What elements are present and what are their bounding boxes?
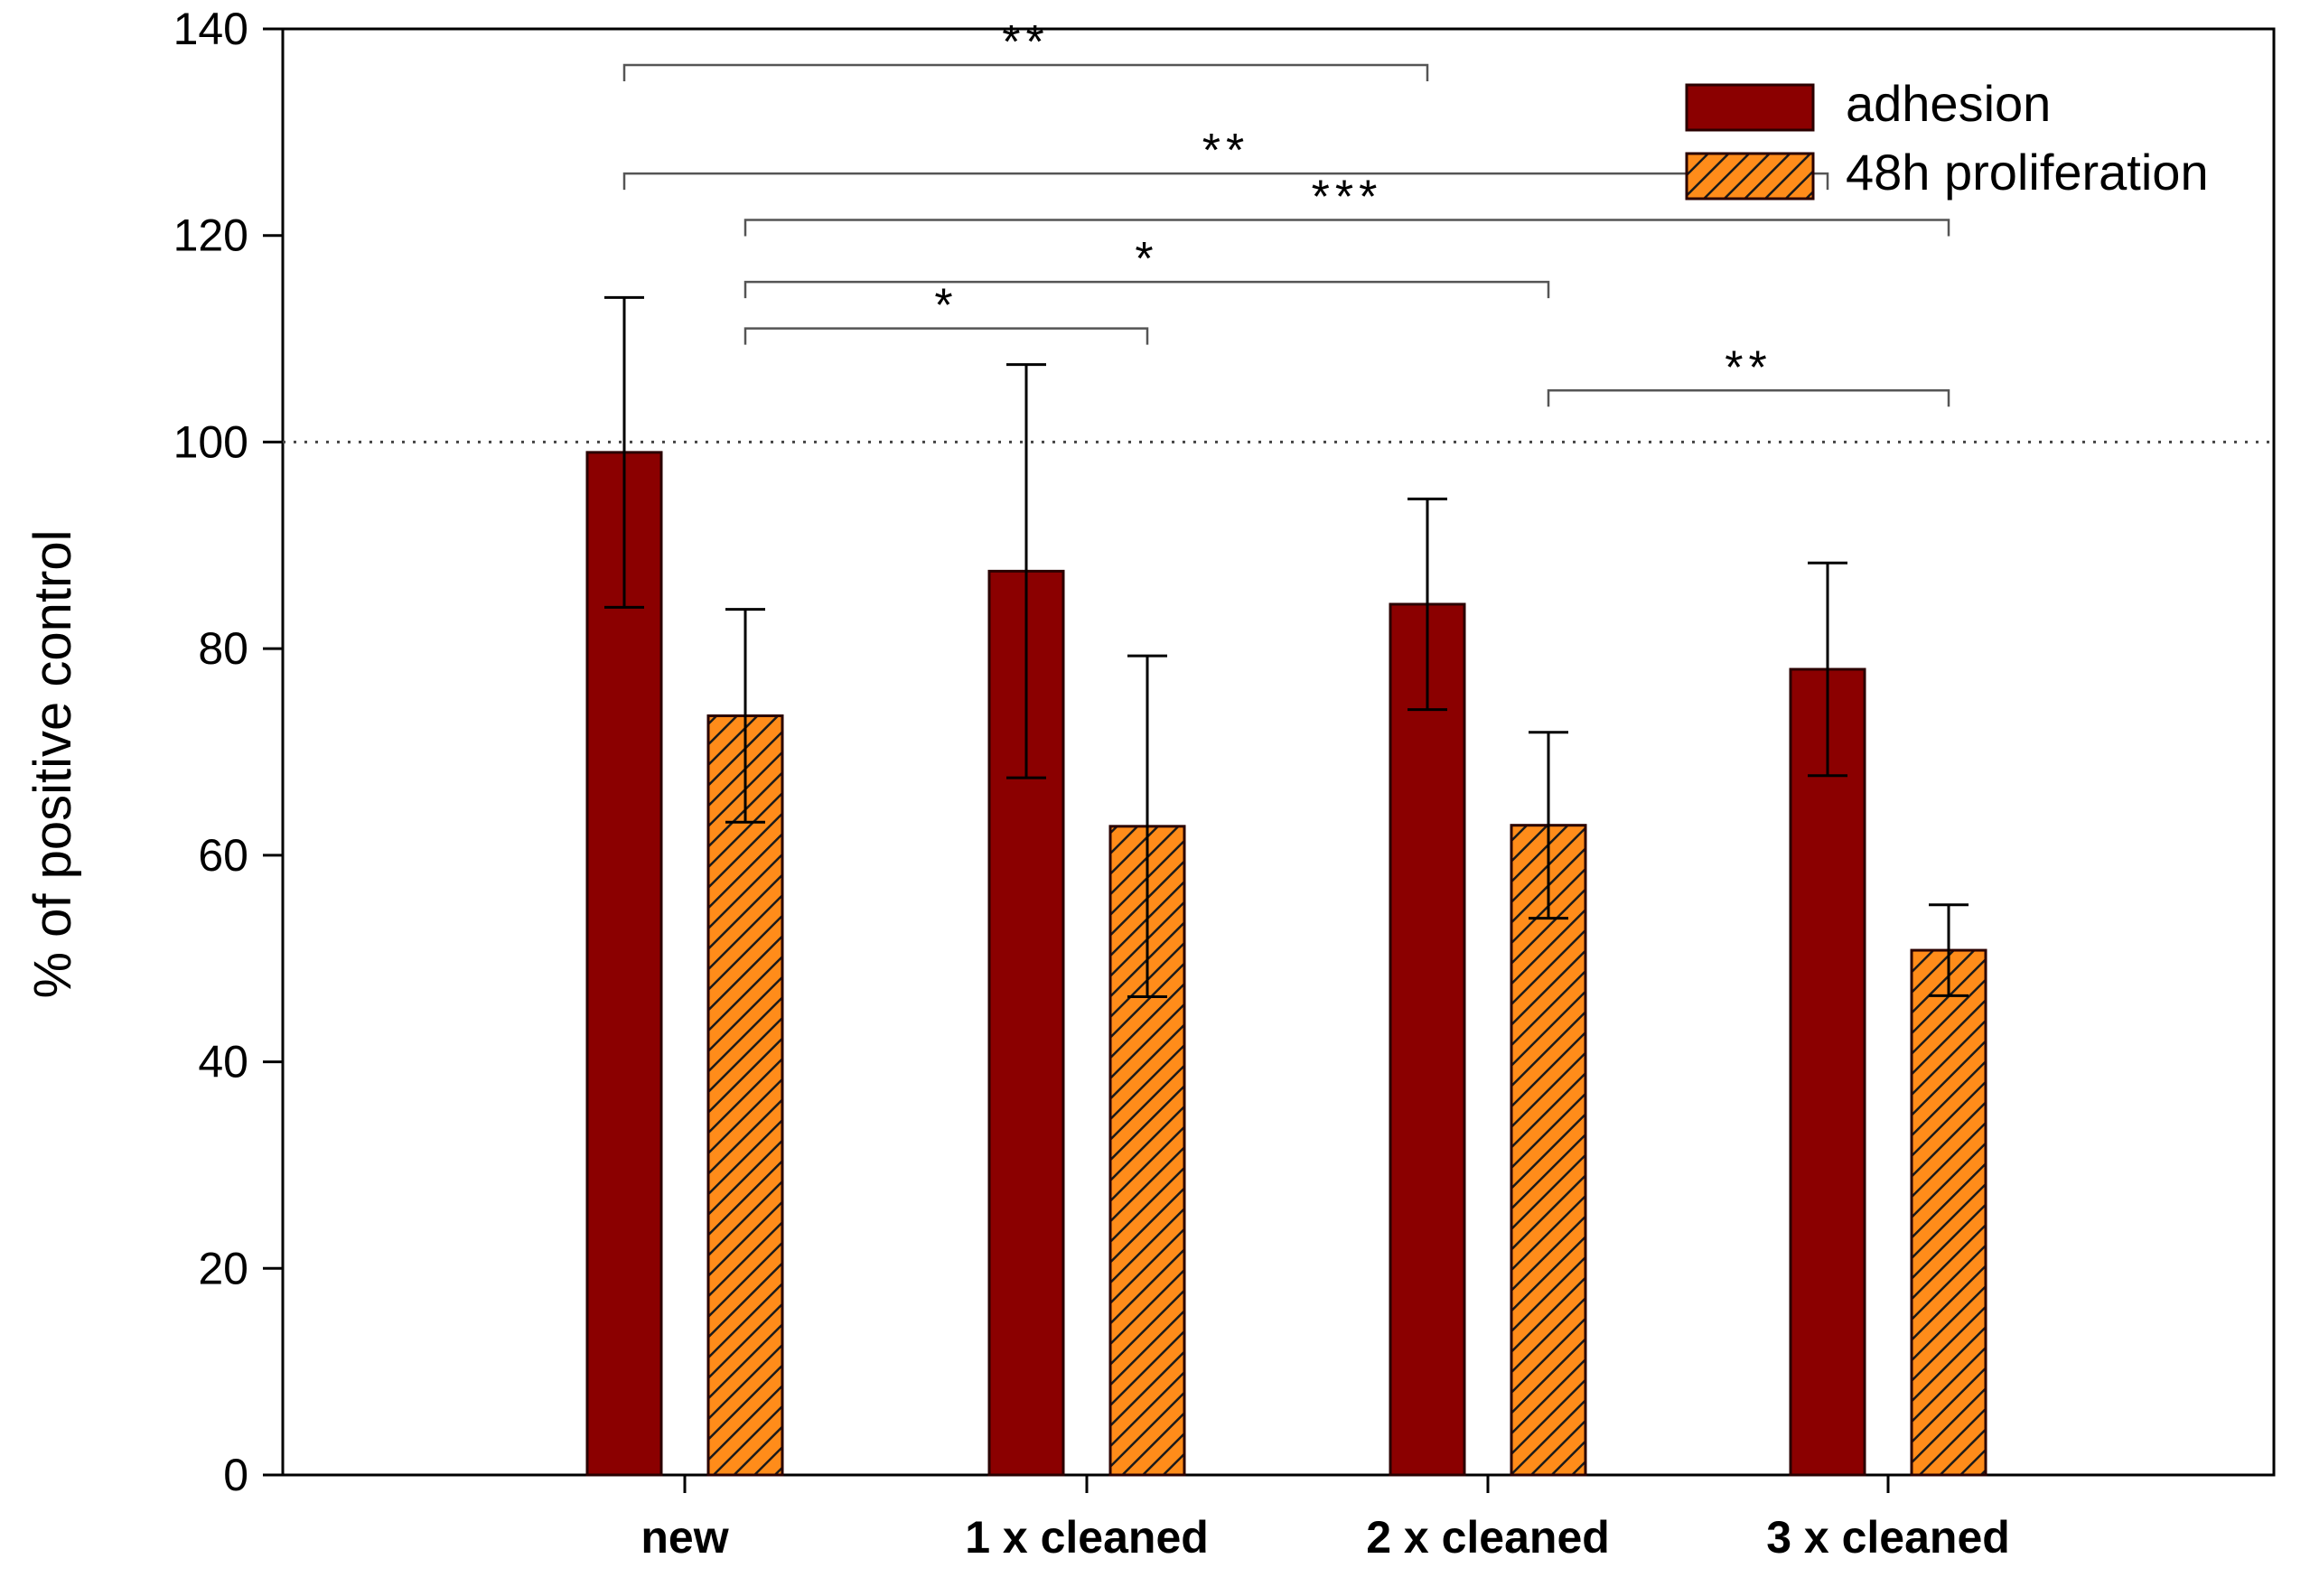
y-tick-label: 120 — [173, 210, 248, 261]
x-category-label: new — [641, 1512, 728, 1563]
significance-bracket — [744, 219, 1950, 237]
bar-proliferation — [706, 714, 784, 1477]
y-tick-label: 140 — [173, 4, 248, 54]
bar-proliferation — [1510, 824, 1587, 1477]
significance-label: * — [1135, 233, 1158, 285]
significance-label: ** — [1002, 16, 1049, 69]
legend-label: adhesion — [1846, 75, 2051, 132]
significance-label: ** — [1202, 125, 1249, 177]
bar-proliferation — [1910, 948, 1987, 1477]
significance-bracket — [744, 280, 1550, 299]
significance-bracket — [622, 172, 1829, 191]
x-category-label: 1 x cleaned — [965, 1512, 1209, 1563]
significance-label: * — [934, 280, 958, 332]
y-tick-label: 20 — [198, 1243, 248, 1293]
y-tick-label: 60 — [198, 830, 248, 881]
y-tick-label: 40 — [198, 1037, 248, 1087]
x-category-label: 2 x cleaned — [1366, 1512, 1610, 1563]
legend-swatch — [1685, 83, 1815, 132]
bar-proliferation — [1108, 825, 1186, 1477]
y-tick-label: 100 — [173, 416, 248, 467]
significance-bracket — [622, 63, 1429, 82]
y-tick-label: 0 — [223, 1450, 248, 1500]
plot-frame — [281, 27, 2276, 1477]
bar-adhesion — [1789, 667, 1866, 1477]
legend-swatch — [1685, 152, 1815, 201]
y-axis-title: % of positive control — [23, 529, 82, 998]
y-tick-label: 80 — [198, 623, 248, 674]
bar-adhesion — [1389, 602, 1466, 1477]
significance-label: *** — [1312, 172, 1383, 224]
significance-bracket — [1547, 389, 1950, 407]
x-category-label: 3 x cleaned — [1766, 1512, 2010, 1563]
significance-label: ** — [1725, 341, 1772, 394]
significance-bracket — [744, 327, 1149, 345]
legend-label: 48h proliferation — [1846, 144, 2209, 201]
